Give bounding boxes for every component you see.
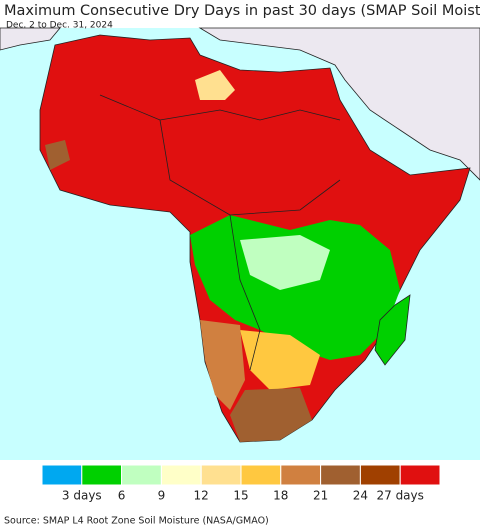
legend-label: 24 <box>353 489 368 503</box>
legend-swatch <box>240 464 282 486</box>
legend-label: 15 <box>233 489 248 503</box>
legend-swatch <box>280 464 322 486</box>
title: Maximum Consecutive Dry Days in past 30 … <box>4 3 480 19</box>
border <box>159 119 341 216</box>
legend-swatch <box>81 464 123 486</box>
legend-swatch <box>320 464 361 486</box>
dry-days-region <box>230 388 312 442</box>
dry-days-region <box>45 140 70 170</box>
dry-days-region <box>190 215 400 360</box>
legend-swatch <box>41 464 83 486</box>
legend-label: 18 <box>273 489 288 503</box>
dry-days-region <box>240 330 320 390</box>
legend-swatch <box>160 464 202 486</box>
source: Source: SMAP L4 Root Zone Soil Moisture … <box>4 516 269 527</box>
legend-label: 3 days <box>62 489 102 503</box>
legend-label: 27 days <box>376 489 423 503</box>
dry-days-region <box>200 320 245 410</box>
legend-swatch <box>200 464 242 486</box>
map <box>0 27 480 443</box>
madagascar <box>374 294 411 366</box>
subtitle: Dec. 2 to Dec. 31, 2024 <box>6 21 113 31</box>
border <box>229 214 261 371</box>
dry-days-region <box>240 235 330 290</box>
legend-label: 9 <box>158 489 166 503</box>
dry-days-region <box>195 70 235 100</box>
europe-land <box>0 27 61 51</box>
legend-swatch <box>359 464 401 486</box>
middle-east-land <box>198 27 480 181</box>
legend: 3 days 6 9 12 15 18 21 24 27 days <box>41 464 441 503</box>
legend-label: 6 <box>118 489 126 503</box>
legend-swatch <box>121 464 162 486</box>
legend-swatch <box>399 464 441 486</box>
legend-label: 12 <box>194 489 209 503</box>
legend-label: 21 <box>313 489 328 503</box>
border <box>99 94 341 121</box>
